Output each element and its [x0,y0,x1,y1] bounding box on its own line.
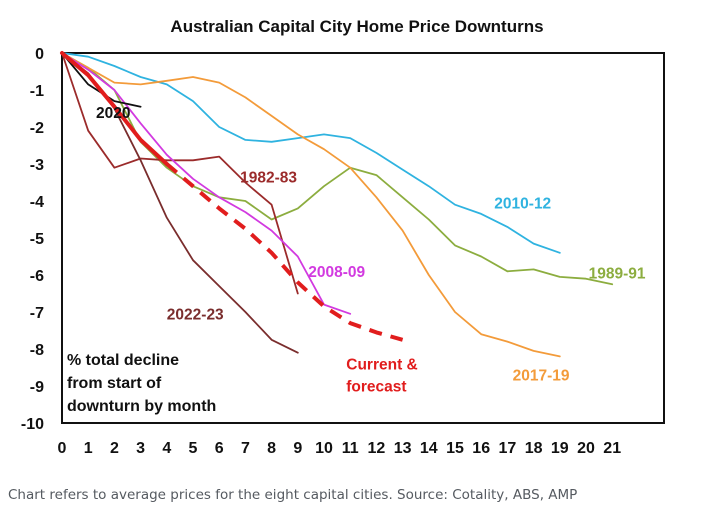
series-line-forecast [165,162,404,342]
series-line-1982-83 [61,52,299,295]
series-label: 2020 [96,105,130,122]
series-line-2017-19 [61,52,561,358]
x-tick-label: 20 [577,440,595,457]
y-tick-label: -9 [30,379,44,396]
x-tick-label: 15 [446,440,464,457]
series-label: 2008-09 [308,264,365,281]
x-tick-label: 9 [293,440,302,457]
x-tick-label: 7 [241,440,250,457]
x-tick-label: 4 [162,440,171,457]
y-tick-label: -7 [30,305,44,322]
series-line-2010-12 [61,52,561,254]
x-tick-label: 13 [394,440,412,457]
series-lines [60,51,614,358]
y-tick-label: -2 [30,120,44,137]
series-label: 1989-91 [589,266,646,283]
x-tick-label: 21 [603,440,621,457]
series-label: Current & [346,356,417,373]
y-tick-label: -3 [30,157,44,174]
x-axis-ticks: 0 1 2 3 4 5 6 7 8 9 10 11 12 13 14 15 16 17 18 19 20 21 [58,440,622,457]
x-tick-label: 8 [267,440,276,457]
annotation-box [64,347,244,419]
annotation-line-2: from start of [67,375,162,392]
x-tick-label: 5 [189,440,198,457]
x-tick-label: 12 [368,440,386,457]
series-label: 2010-12 [494,195,551,212]
y-tick-label: -6 [30,268,44,285]
y-tick-label: -1 [30,83,44,100]
series-label: 2022-23 [167,306,224,323]
line-chart: Australian Capital City Home Price Downt… [20,17,665,457]
x-tick-label: 18 [525,440,543,457]
series-line-2008-09 [61,52,352,315]
x-tick-label: 11 [342,440,359,457]
chart-figure: Australian Capital City Home Price Downt… [20,17,665,457]
series-label: forecast [346,379,406,396]
y-tick-label: 0 [35,46,44,63]
y-tick-label: -8 [30,342,44,359]
series-labels: 2020 1982-83 2010-12 2008-09 1989-91 2022-23 C… [96,105,646,396]
x-tick-label: 6 [215,440,224,457]
x-tick-label: 0 [58,440,67,457]
x-tick-label: 1 [84,440,93,457]
chart-caption: Chart refers to average prices for the e… [8,487,578,503]
y-tick-label: -4 [30,194,44,211]
x-tick-label: 19 [551,440,569,457]
x-tick-label: 17 [499,440,517,457]
chart-title: Australian Capital City Home Price Downt… [170,17,543,36]
series-line-1989-91 [61,52,614,286]
x-tick-label: 16 [472,440,490,457]
x-tick-label: 2 [110,440,119,457]
x-tick-label: 3 [136,440,145,457]
series-label: 1982-83 [240,170,297,187]
series-line-current-forecast [60,51,169,166]
annotation-line-1: % total decline [67,352,179,369]
x-tick-label: 10 [315,440,333,457]
series-label: 2017-19 [513,367,570,384]
annotation-line-3: downturn by month [67,398,216,415]
x-tick-label: 14 [420,440,438,457]
y-tick-label: -10 [21,416,44,433]
y-tick-label: -5 [30,231,44,248]
y-axis-ticks: 0 -1 -2 -3 -4 -5 -6 -7 -8 -9 -10 [21,46,44,433]
